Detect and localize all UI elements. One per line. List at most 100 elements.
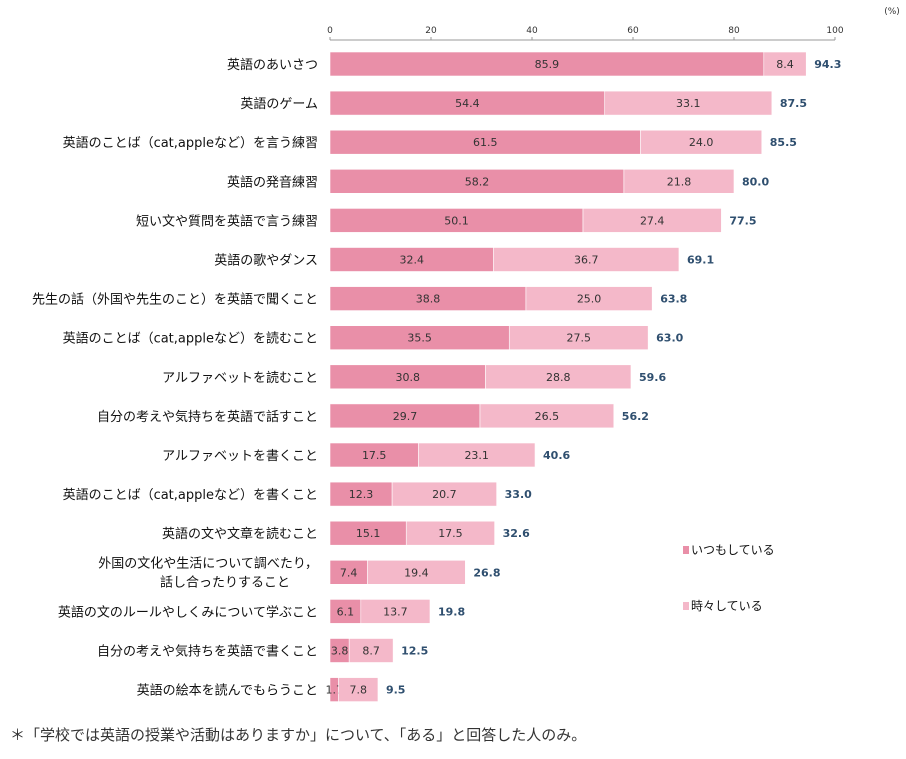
total-label: 12.5 (401, 645, 428, 658)
bar-segment-sometimes (493, 247, 680, 272)
x-tick-label: 40 (526, 26, 538, 36)
data-label: 7.4 (340, 566, 358, 579)
bar-segment-sometimes (508, 325, 649, 351)
bar-segment-always (329, 520, 407, 546)
data-label: 29.7 (393, 410, 418, 423)
bar-segment-sometimes (640, 129, 763, 155)
category-label: 英語のことば（cat,appleなど）を読むこと (63, 331, 318, 347)
data-label: 32.4 (400, 254, 425, 267)
category-label: 自分の考えや気持ちを英語で話すこと (97, 409, 318, 425)
category-label: 自分の考えや気持ちを英語で書くこと (97, 644, 318, 660)
bar-segment-sometimes (391, 481, 497, 507)
category-label: 英語のことば（cat,appleなど）を書くこと (63, 487, 318, 503)
total-label: 40.6 (543, 449, 570, 462)
legend-label: いつもしている (691, 543, 775, 557)
category-label: 英語の文のルールやしくみについて学ぶこと (58, 604, 318, 620)
total-label: 26.8 (473, 566, 500, 579)
legend-label: 時々している (691, 599, 763, 613)
total-label: 94.3 (814, 58, 841, 71)
data-label: 12.3 (349, 488, 374, 501)
data-label: 85.9 (535, 58, 560, 71)
bar-segment-sometimes (623, 169, 735, 194)
legend-swatch (683, 602, 689, 610)
unit-label: (%) (884, 7, 900, 17)
bar-segment-sometimes (360, 599, 431, 624)
category-label: アルファベットを書くこと (162, 449, 318, 464)
total-label: 69.1 (687, 254, 714, 267)
total-label: 59.6 (639, 371, 666, 384)
data-label: 38.8 (416, 293, 441, 306)
total-label: 85.5 (770, 136, 797, 149)
data-label: 35.5 (407, 332, 432, 345)
data-label: 17.5 (438, 527, 463, 540)
bar-segment-always (329, 325, 510, 351)
category-label: 英語のゲーム (240, 96, 318, 112)
bar-segment-sometimes (485, 364, 632, 390)
data-label: 24.0 (689, 136, 714, 149)
bar-segment-sometimes (604, 90, 773, 116)
category-label: 英語の歌やダンス (214, 253, 318, 269)
total-label: 9.5 (386, 684, 406, 697)
x-tick-label: 100 (826, 26, 843, 36)
total-label: 19.8 (438, 605, 465, 618)
bar-segment-always (329, 286, 527, 311)
x-tick-label: 80 (728, 26, 740, 36)
bar-segment-always (329, 129, 641, 155)
data-label: 7.8 (350, 684, 368, 697)
total-label: 56.2 (622, 410, 649, 423)
bar-segment-always (329, 599, 362, 624)
total-label: 33.0 (505, 488, 532, 501)
bar-segment-always (329, 90, 606, 116)
data-label: 28.8 (546, 371, 571, 384)
data-label: 36.7 (574, 254, 599, 267)
category-label: 英語の発音練習 (227, 174, 318, 190)
data-label: 58.2 (465, 175, 490, 188)
data-label: 21.8 (667, 175, 692, 188)
category-label: アルファベットを読むこと (162, 370, 318, 386)
bar-segment-sometimes (405, 520, 495, 546)
data-label: 26.5 (535, 410, 560, 423)
category-label: 英語のあいさつ (227, 57, 318, 73)
category-label: 英語の文や文章を読むこと (162, 526, 318, 542)
bar-segment-sometimes (525, 286, 653, 311)
data-label: 33.1 (676, 97, 701, 110)
bar-segment-sometimes (418, 442, 536, 468)
total-label: 32.6 (503, 527, 530, 540)
bar-segment-sometimes (479, 403, 615, 429)
x-tick-label: 0 (327, 26, 333, 36)
total-label: 77.5 (729, 214, 756, 227)
category-label: 話し合ったりすること (160, 574, 290, 590)
legend-swatch (683, 546, 689, 554)
bar-segment-sometimes (582, 208, 722, 233)
data-label: 6.1 (337, 605, 355, 618)
data-label: 8.4 (776, 58, 794, 71)
bar-segment-always (329, 51, 765, 77)
data-label: 3.8 (331, 645, 349, 658)
data-label: 8.7 (362, 645, 380, 658)
bar-segment-always (329, 481, 393, 507)
data-label: 54.4 (455, 97, 480, 110)
data-label: 27.4 (640, 214, 665, 227)
bar-segment-sometimes (348, 638, 394, 663)
data-label: 25.0 (577, 293, 602, 306)
category-label: 外国の文化や生活について調べたり， (98, 556, 318, 571)
footnote: ＊「学校では英語の授業や活動はありますか」について、「ある」と回答した人のみ。 (10, 726, 587, 744)
bar-segment-always (329, 208, 584, 233)
data-label: 30.8 (396, 371, 421, 384)
bar-segment-always (329, 247, 494, 272)
x-tick-label: 60 (627, 26, 639, 36)
data-label: 19.4 (404, 566, 429, 579)
data-label: 61.5 (473, 136, 498, 149)
data-label: 13.7 (383, 605, 408, 618)
bar-segment-always (329, 364, 486, 390)
data-label: 27.5 (566, 332, 591, 345)
category-label: 英語の絵本を読んでもらうこと (137, 683, 318, 699)
data-label: 15.1 (356, 527, 381, 540)
category-label: 英語のことば（cat,appleなど）を言う練習 (63, 135, 318, 151)
bar-segment-always (329, 403, 481, 429)
x-tick-label: 20 (425, 26, 437, 36)
category-label: 先生の話（外国や先生のこと）を英語で聞くこと (32, 292, 318, 308)
total-label: 87.5 (780, 97, 807, 110)
